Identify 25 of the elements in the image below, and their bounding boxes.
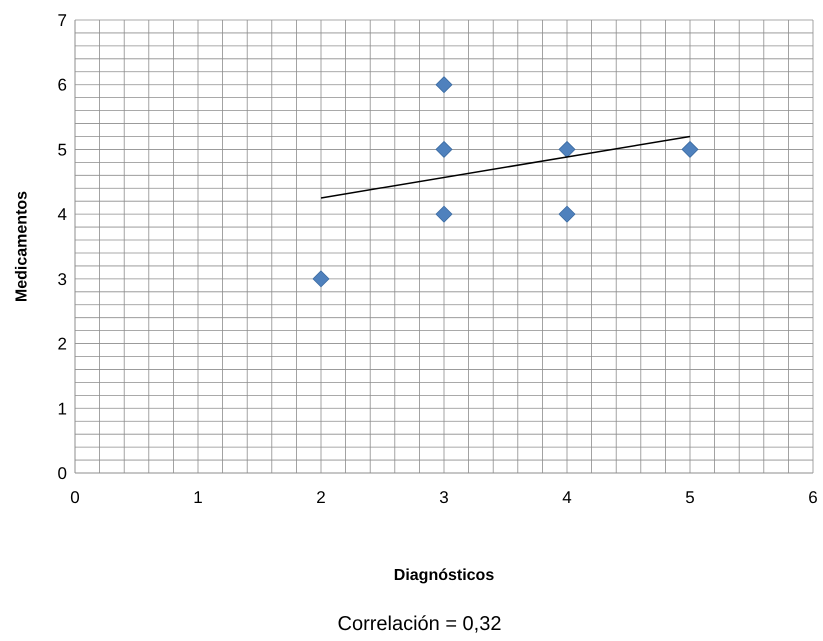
y-tick-label: 7 — [58, 11, 67, 30]
y-tick-label: 6 — [58, 76, 67, 95]
x-tick-label: 1 — [193, 488, 203, 508]
y-tick-label: 3 — [58, 270, 67, 289]
y-axis-title: Medicamentos — [14, 190, 31, 302]
y-tick-label: 2 — [58, 334, 67, 354]
text: Correlación = 0,32 — [336, 613, 502, 636]
point — [312, 270, 330, 288]
point — [558, 141, 576, 158]
point — [436, 141, 452, 158]
point — [558, 206, 576, 223]
y-tick-label: 0 — [58, 464, 67, 484]
x-tick-label: 3 — [439, 488, 449, 508]
x-tick-label: 6 — [808, 488, 818, 508]
y-tick-label: 4 — [58, 205, 67, 224]
point — [436, 76, 452, 94]
x-tick-label: 2 — [316, 488, 326, 508]
y-tick-label: 5 — [58, 140, 67, 160]
x-tick-label: 4 — [562, 488, 572, 508]
x-tick-label: 5 — [685, 488, 695, 508]
point — [682, 141, 698, 158]
point — [436, 206, 452, 223]
x-axis-title: Diagnósticos — [394, 567, 494, 584]
x-tick-label: 0 — [70, 488, 80, 508]
y-tick-label: 1 — [58, 399, 67, 418]
